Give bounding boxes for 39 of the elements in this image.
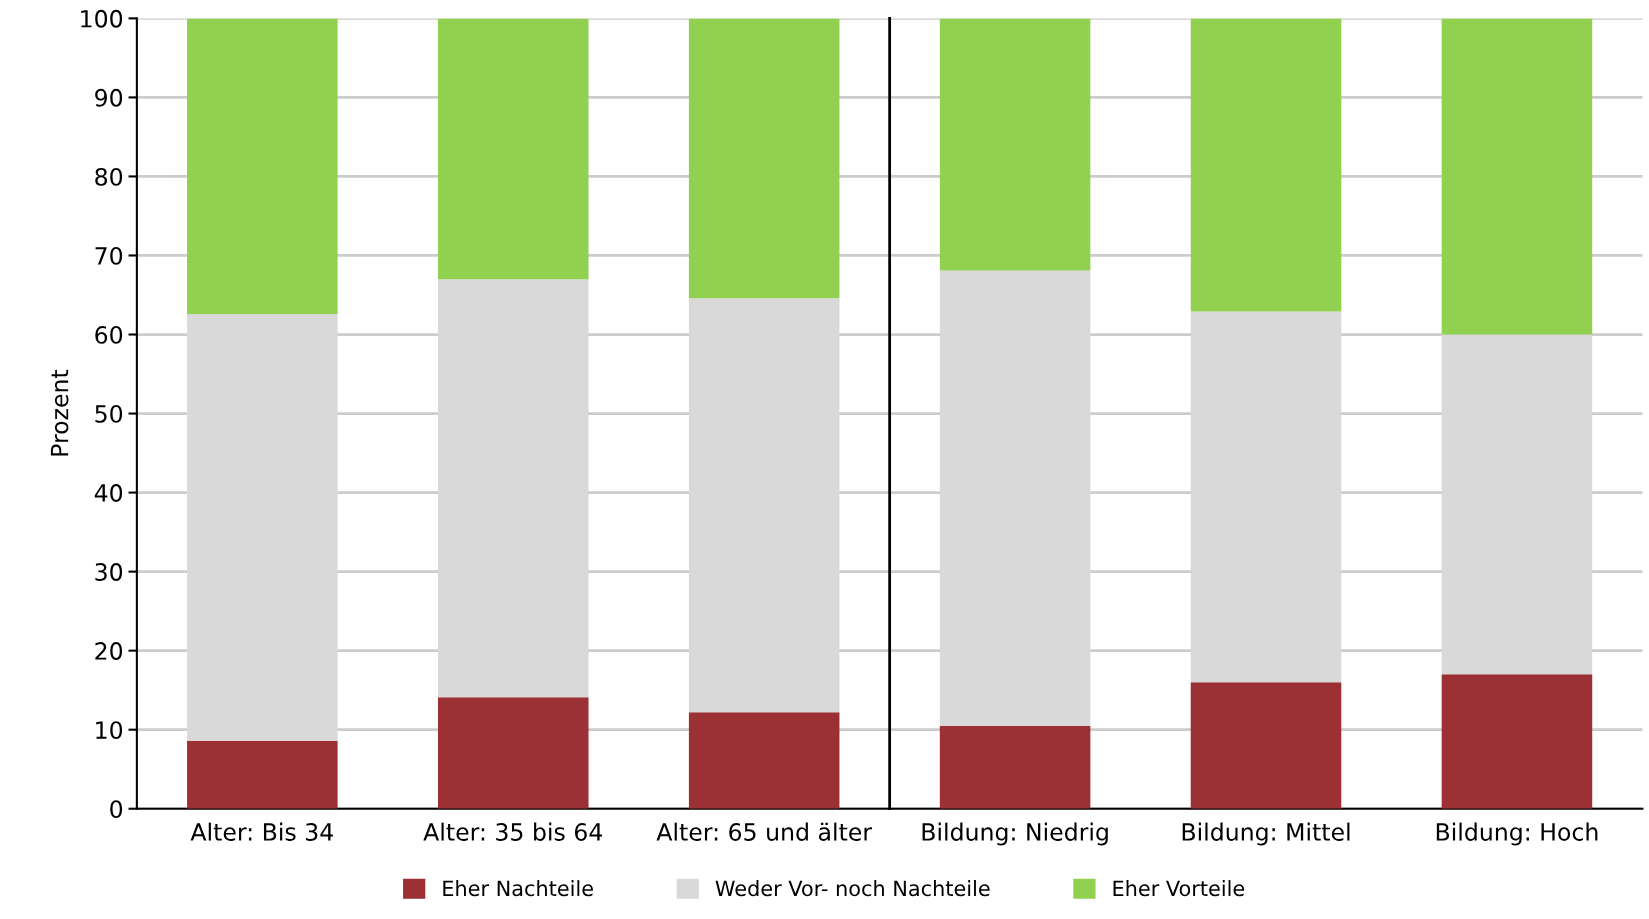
bar: [437, 697, 589, 809]
bar: [187, 740, 338, 809]
bar: [1441, 18, 1593, 335]
x-tick-label: Alter: 65 und älter: [656, 822, 873, 841]
bar: [1190, 18, 1342, 312]
bar: [1441, 334, 1593, 675]
bar: [437, 18, 589, 280]
bar: [1190, 311, 1342, 683]
y-tick-label: 80: [95, 167, 123, 186]
bar: [1190, 682, 1342, 809]
bar: [939, 725, 1091, 809]
y-tick-label: 90: [95, 88, 123, 107]
y-axis-title: Prozent: [50, 369, 69, 456]
x-tick-label: Bildung: Hoch: [1436, 822, 1598, 846]
bar: [187, 18, 338, 314]
bar: [688, 18, 840, 299]
bar: [1441, 674, 1593, 809]
legend-label: Eher Vorteile: [1113, 880, 1245, 897]
x-tick-label: Alter: Bis 34: [190, 822, 333, 841]
bar: [688, 712, 840, 809]
y-tick-label: 100: [81, 9, 123, 28]
legend-label: Eher Nachteile: [443, 880, 593, 897]
y-tick-label: 70: [95, 246, 123, 265]
bar: [688, 298, 840, 713]
y-tick-label: 40: [94, 484, 123, 502]
y-tick-label: 0: [110, 800, 123, 819]
y-tick-label: 20: [95, 642, 123, 660]
y-tick-label: 60: [95, 325, 123, 344]
bar: [939, 18, 1091, 271]
x-tick-label: Bildung: Niedrig: [922, 822, 1108, 846]
x-tick-label: Alter: 35 bis 64: [423, 822, 603, 841]
bar: [939, 270, 1091, 726]
y-tick-label: 30: [95, 563, 123, 581]
y-tick-label: 50: [95, 405, 123, 423]
y-tick-label: 10: [96, 721, 123, 739]
legend-label: Weder Vor- noch Nachteile: [715, 880, 990, 897]
bar: [437, 279, 589, 698]
bar: [187, 313, 338, 741]
x-tick-label: Bildung: Mittel: [1182, 822, 1350, 846]
